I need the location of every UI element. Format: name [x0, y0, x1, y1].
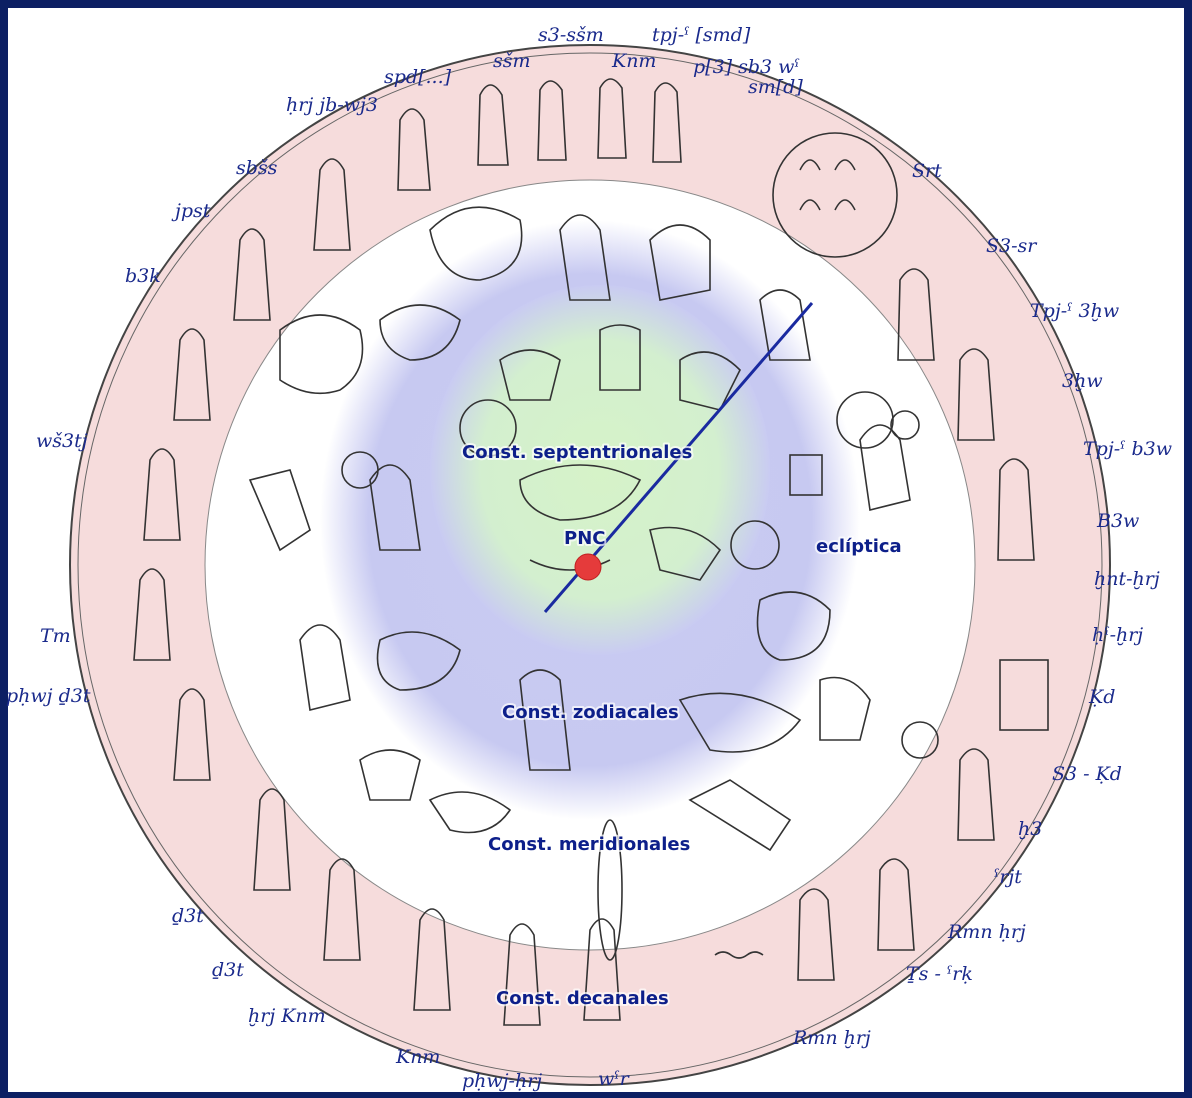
label-ecliptica-halo: eclíptica [816, 536, 902, 557]
decan-label: Ḳd [1088, 686, 1115, 708]
decan-label: ḥˁ-ḫrj [1092, 624, 1143, 646]
decan-label: 3ḫw [1062, 370, 1103, 392]
decan-label: Tm [40, 625, 71, 647]
label-pnc: PNC [564, 528, 605, 549]
decan-labels: s3-sšm tpj-ˁ [smd] sšm Knm p[3] sb3 wˁ s… [6, 24, 1172, 1092]
decan-label: s3-sšm [538, 24, 604, 46]
decan-label: Tpj-ˁ 3ḫw [1030, 300, 1119, 322]
decan-label: ḏ3t [212, 959, 244, 981]
label-zodiacales: Const. zodiacales [502, 702, 679, 723]
label-meridionales: Const. meridionales [488, 834, 690, 855]
decan-label: Rmn ḥrj [947, 921, 1026, 943]
decan-label: spd[...] [384, 66, 452, 88]
decan-label: pḥwj-ḥrj [462, 1070, 542, 1092]
decan-label: ḫ3 [1018, 818, 1042, 840]
decan-label: Tpj-ˁ b3w [1083, 438, 1172, 460]
decan-label: b3k [125, 265, 161, 287]
center-disc [430, 285, 770, 655]
decan-label: sm[d] [748, 76, 803, 98]
decan-label: wˁr [598, 1068, 631, 1090]
white-band-edge [204, 179, 976, 951]
decan-label: ḫrj Knm [248, 1005, 326, 1027]
pole-marker [574, 553, 602, 581]
decan-label: jpst [171, 200, 211, 222]
decan-label: sšm [493, 50, 531, 72]
decan-label: Knm [611, 50, 656, 72]
decan-label: ḏ3t [172, 905, 204, 927]
decan-label: tpj-ˁ [smd] [652, 24, 751, 46]
decan-label: Srt [912, 160, 942, 182]
decan-label: B3w [1096, 510, 1139, 532]
decan-label: Rmn ḫrj [792, 1027, 871, 1049]
decan-label: S3-sr [986, 235, 1038, 257]
decan-label: wš3tj [36, 430, 88, 452]
label-zodiacales-halo: Const. zodiacales [502, 702, 679, 723]
decan-label: S3 - Ḳd [1052, 763, 1122, 785]
decan-label: ḫnt-ḫrj [1094, 568, 1160, 590]
outer-ring-edge [69, 44, 1111, 1086]
label-decanales-halo: Const. decanales [496, 988, 669, 1009]
decan-label: pḥwj ḏ3t [6, 685, 91, 707]
label-septentrionales: Const. septentrionales [462, 442, 692, 463]
label-pnc-halo: PNC [564, 528, 605, 549]
decan-label: p[3] sb3 wˁ [693, 56, 800, 78]
decan-label: sbšs [236, 157, 278, 179]
decan-label: Ṯs - ˁrḳ [906, 963, 973, 985]
decan-label: ḥrj jb-wj3 [286, 94, 378, 116]
label-septentrionales-halo: Const. septentrionales [462, 442, 692, 463]
label-ecliptica: eclíptica [816, 536, 902, 557]
figure-sketches [133, 78, 1049, 1026]
decan-label: ˁrjt [994, 866, 1022, 888]
decan-label: Knm [395, 1046, 440, 1068]
label-decanales: Const. decanales [496, 988, 669, 1009]
label-meridionales-halo: Const. meridionales [488, 834, 690, 855]
outer-ring-inner-edge [77, 52, 1103, 1078]
